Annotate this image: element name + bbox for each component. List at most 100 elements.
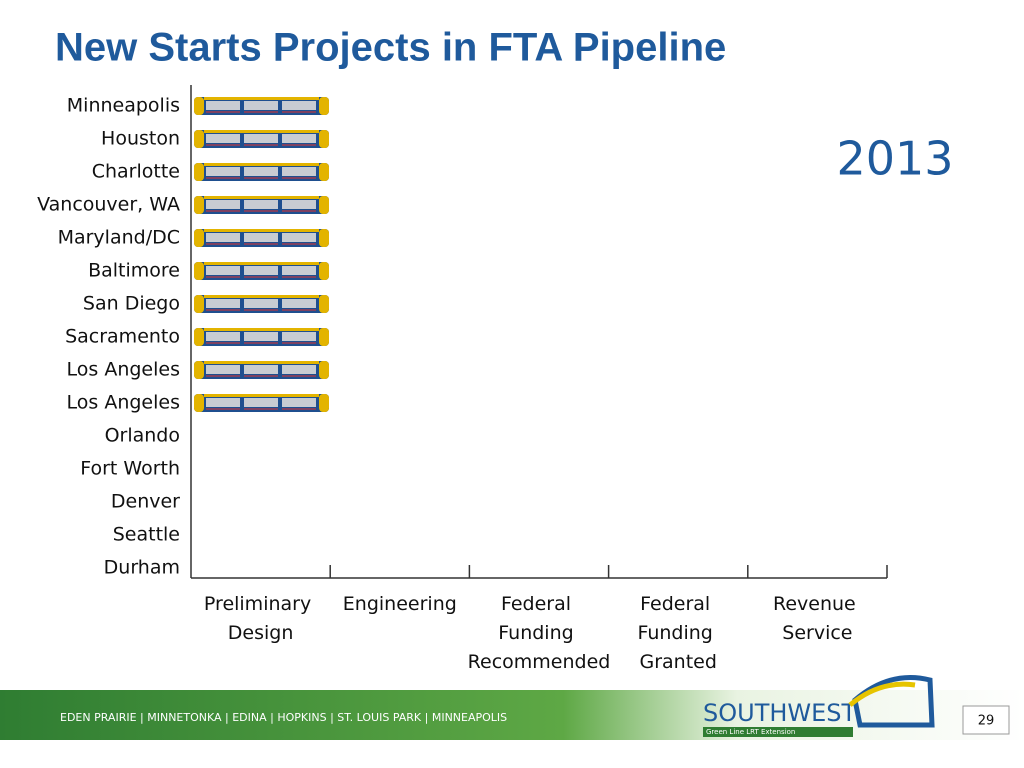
logo-sub: Green Line LRT Extension xyxy=(706,728,795,736)
train-roof xyxy=(204,97,319,100)
train-end xyxy=(319,328,329,346)
train-roof xyxy=(204,262,319,265)
train xyxy=(194,196,329,214)
train-windows xyxy=(282,266,316,275)
train-roof xyxy=(204,229,319,232)
stage-label: Engineering xyxy=(343,593,457,615)
row-label: Seattle xyxy=(113,524,180,546)
train-windows xyxy=(244,266,278,275)
train-windows xyxy=(282,200,316,209)
train-roof xyxy=(204,196,319,199)
train-end xyxy=(319,361,329,379)
train-end xyxy=(319,196,329,214)
train-roof xyxy=(204,163,319,166)
logo-sub-bg xyxy=(703,727,853,737)
train-windows xyxy=(244,200,278,209)
train-windows xyxy=(282,167,316,176)
footer-base xyxy=(0,740,1024,768)
row-label: Maryland/DC xyxy=(58,227,180,249)
logo: SOUTHWEST xyxy=(703,699,857,727)
train-windows xyxy=(206,101,240,110)
train-end xyxy=(194,328,204,346)
train-end xyxy=(319,163,329,181)
train-windows xyxy=(206,365,240,374)
train-windows xyxy=(206,398,240,407)
train-roof xyxy=(204,361,319,364)
train-roof xyxy=(204,295,319,298)
train-end xyxy=(194,361,204,379)
train-windows xyxy=(244,101,278,110)
train xyxy=(194,229,329,247)
row-label: Vancouver, WA xyxy=(37,194,180,216)
page-number: 29 xyxy=(978,714,995,729)
train-windows xyxy=(206,200,240,209)
row-label: Baltimore xyxy=(88,260,180,282)
row-label: Los Angeles xyxy=(67,359,180,381)
title: New Starts Projects in FTA Pipeline xyxy=(55,26,726,70)
row-label: Los Angeles xyxy=(67,392,180,414)
row-label: Fort Worth xyxy=(80,458,180,480)
row-label: Charlotte xyxy=(92,161,180,183)
train-end xyxy=(194,163,204,181)
train-windows xyxy=(206,299,240,308)
train-windows xyxy=(244,332,278,341)
train-windows xyxy=(282,398,316,407)
train-end xyxy=(194,229,204,247)
train xyxy=(194,97,329,115)
train-roof xyxy=(204,328,319,331)
train-end xyxy=(194,295,204,313)
train-end xyxy=(194,394,204,412)
train-windows xyxy=(244,365,278,374)
stage-label: Revenue Service xyxy=(773,593,862,644)
footer-cities: EDEN PRAIRIE | MINNETONKA | EDINA | HOPK… xyxy=(60,711,507,724)
train-windows xyxy=(244,167,278,176)
train xyxy=(194,130,329,148)
train xyxy=(194,163,329,181)
train-windows xyxy=(282,365,316,374)
train-windows xyxy=(282,299,316,308)
train-windows xyxy=(244,299,278,308)
train xyxy=(194,394,329,412)
train-windows xyxy=(206,332,240,341)
train-end xyxy=(319,229,329,247)
train-windows xyxy=(282,233,316,242)
train-end xyxy=(319,97,329,115)
train-roof xyxy=(204,394,319,397)
page-box xyxy=(962,705,1010,735)
train-end xyxy=(194,130,204,148)
row-label: Denver xyxy=(111,491,180,513)
train-windows xyxy=(244,233,278,242)
train-windows xyxy=(282,101,316,110)
train xyxy=(194,295,329,313)
train-windows xyxy=(282,134,316,143)
logo-arc xyxy=(848,681,916,707)
train xyxy=(194,361,329,379)
train-end xyxy=(319,262,329,280)
train-end xyxy=(319,394,329,412)
row-label: Durham xyxy=(104,557,180,579)
train-windows xyxy=(206,167,240,176)
train-end xyxy=(194,262,204,280)
train-windows xyxy=(282,332,316,341)
train-end xyxy=(319,130,329,148)
stage-label: Federal Funding Granted xyxy=(637,593,718,673)
train xyxy=(194,328,329,346)
stage-label: Preliminary Design xyxy=(204,593,317,644)
stage-label: Federal Funding Recommended xyxy=(468,593,611,673)
row-label: Orlando xyxy=(105,425,180,447)
row-label: Houston xyxy=(101,128,180,150)
train-windows xyxy=(206,134,240,143)
train-windows xyxy=(206,233,240,242)
year: 2013 xyxy=(836,132,953,186)
train-roof xyxy=(204,130,319,133)
row-label: Sacramento xyxy=(65,326,180,348)
train-windows xyxy=(244,134,278,143)
train-end xyxy=(194,196,204,214)
train-windows xyxy=(206,266,240,275)
train-end xyxy=(194,97,204,115)
row-label: Minneapolis xyxy=(67,95,180,117)
train xyxy=(194,262,329,280)
train-end xyxy=(319,295,329,313)
row-label: San Diego xyxy=(83,293,180,315)
